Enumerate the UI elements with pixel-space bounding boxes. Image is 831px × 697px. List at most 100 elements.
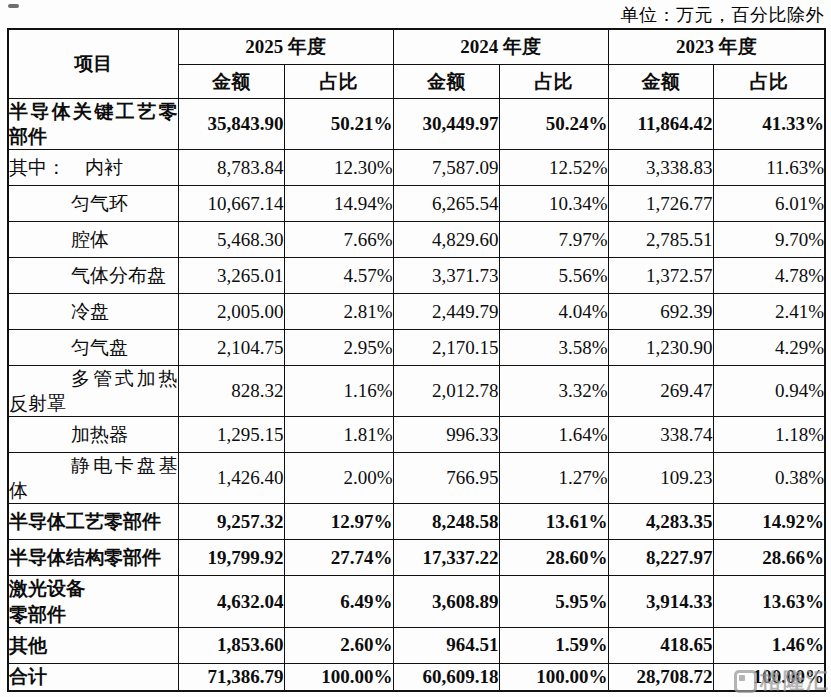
ratio-cell: 0.94%	[713, 366, 825, 417]
table-row: 其中： 内衬8,783.8412.30%7,587.0912.52%3,338.…	[8, 150, 825, 186]
ratio-header-2024: 占比	[499, 65, 608, 99]
table-row: 半导体关键工艺零部件35,843.9050.21%30,449.9750.24%…	[8, 99, 825, 150]
table-row: 多管式加热反射罩828.321.16%2,012.783.32%269.470.…	[8, 366, 825, 417]
amount-cell: 35,843.90	[178, 99, 284, 150]
amount-cell: 6,265.54	[393, 186, 499, 222]
table-row: 腔体5,468.307.66%4,829.607.97%2,785.519.70…	[8, 222, 825, 258]
ratio-cell: 11.63%	[713, 150, 825, 186]
amount-cell: 2,104.75	[178, 330, 284, 366]
ratio-cell: 28.66%	[713, 540, 825, 576]
ratio-cell: 27.74%	[284, 540, 393, 576]
amount-cell: 3,914.33	[608, 576, 713, 627]
ratio-cell: 12.97%	[284, 504, 393, 540]
row-label: 半导体结构零部件	[8, 540, 178, 576]
row-label: 静电卡盘基体	[8, 453, 178, 504]
amount-cell: 1,230.90	[608, 330, 713, 366]
amount-cell: 269.47	[608, 366, 713, 417]
ratio-cell: 13.61%	[499, 504, 608, 540]
ratio-cell: 1.18%	[713, 417, 825, 453]
ratio-cell: 2.41%	[713, 294, 825, 330]
ratio-cell: 12.52%	[499, 150, 608, 186]
table-row: 冷盘2,005.002.81%2,449.794.04%692.392.41%	[8, 294, 825, 330]
table-row: 加热器1,295.151.81%996.331.64%338.741.18%	[8, 417, 825, 453]
amount-cell: 2,012.78	[393, 366, 499, 417]
amount-cell: 338.74	[608, 417, 713, 453]
table-row: 合计71,386.79100.00%60,609.18100.00%28,708…	[8, 663, 825, 691]
ratio-cell: 9.70%	[713, 222, 825, 258]
amount-cell: 1,853.60	[178, 627, 284, 663]
row-label: 半导体工艺零部件	[8, 504, 178, 540]
amount-cell: 3,608.89	[393, 576, 499, 627]
ratio-cell: 4.29%	[713, 330, 825, 366]
amount-cell: 996.33	[393, 417, 499, 453]
row-label: 其他	[8, 627, 178, 663]
row-label: 合计	[8, 663, 178, 691]
ratio-cell: 4.04%	[499, 294, 608, 330]
amount-cell: 60,609.18	[393, 663, 499, 691]
year-header-2025: 2025 年度	[178, 29, 393, 65]
row-label: 半导体关键工艺零部件	[8, 99, 178, 150]
amount-cell: 11,864.42	[608, 99, 713, 150]
row-label: 冷盘	[8, 294, 178, 330]
ratio-header-2025: 占比	[284, 65, 393, 99]
ratio-cell: 2.81%	[284, 294, 393, 330]
amount-cell: 1,726.77	[608, 186, 713, 222]
amount-cell: 10,667.14	[178, 186, 284, 222]
ratio-cell: 0.38%	[713, 453, 825, 504]
amount-cell: 19,799.92	[178, 540, 284, 576]
amount-cell: 2,170.15	[393, 330, 499, 366]
ratio-cell: 50.21%	[284, 99, 393, 150]
ratio-cell: 28.60%	[499, 540, 608, 576]
table-header: 项目 2025 年度 2024 年度 2023 年度 金额 占比 金额 占比 金…	[8, 29, 825, 99]
amount-cell: 4,283.35	[608, 504, 713, 540]
table-row: 半导体工艺零部件9,257.3212.97%8,248.5813.61%4,28…	[8, 504, 825, 540]
amount-cell: 2,449.79	[393, 294, 499, 330]
ratio-cell: 1.59%	[499, 627, 608, 663]
amount-cell: 109.23	[608, 453, 713, 504]
table-row: 半导体结构零部件19,799.9227.74%17,337.2228.60%8,…	[8, 540, 825, 576]
ratio-cell: 4.78%	[713, 258, 825, 294]
ratio-cell: 12.30%	[284, 150, 393, 186]
ratio-cell: 2.60%	[284, 627, 393, 663]
table-row: 气体分布盘3,265.014.57%3,371.735.56%1,372.574…	[8, 258, 825, 294]
unit-note: 单位：万元，百分比除外	[621, 3, 825, 27]
amount-cell: 1,426.40	[178, 453, 284, 504]
table-row: 激光设备 零部件4,632.046.49%3,608.895.95%3,914.…	[8, 576, 825, 627]
amount-cell: 8,783.84	[178, 150, 284, 186]
ratio-cell: 5.56%	[499, 258, 608, 294]
row-label: 匀气环	[8, 186, 178, 222]
ratio-cell: 7.66%	[284, 222, 393, 258]
ratio-cell: 7.97%	[499, 222, 608, 258]
ratio-cell: 6.01%	[713, 186, 825, 222]
ratio-cell: 14.94%	[284, 186, 393, 222]
ratio-cell: 1.81%	[284, 417, 393, 453]
ratio-cell: 13.63%	[713, 576, 825, 627]
ratio-cell: 1.16%	[284, 366, 393, 417]
amount-cell: 766.95	[393, 453, 499, 504]
ratio-cell: 6.49%	[284, 576, 393, 627]
amount-cell: 964.51	[393, 627, 499, 663]
amount-cell: 1,372.57	[608, 258, 713, 294]
amount-cell: 1,295.15	[178, 417, 284, 453]
ratio-cell: 5.95%	[499, 576, 608, 627]
row-label: 其中： 内衬	[8, 150, 178, 186]
ratio-cell: 3.32%	[499, 366, 608, 417]
row-label: 匀气盘	[8, 330, 178, 366]
row-label: 气体分布盘	[8, 258, 178, 294]
amount-cell: 7,587.09	[393, 150, 499, 186]
amount-cell: 3,338.83	[608, 150, 713, 186]
amount-header-2023: 金额	[608, 65, 713, 99]
ratio-cell: 14.92%	[713, 504, 825, 540]
ratio-cell: 100.00%	[499, 663, 608, 691]
ratio-cell: 1.64%	[499, 417, 608, 453]
ratio-cell: 2.00%	[284, 453, 393, 504]
ratio-cell: 1.27%	[499, 453, 608, 504]
row-label: 多管式加热反射罩	[8, 366, 178, 417]
row-label: 激光设备 零部件	[8, 576, 178, 627]
ratio-cell: 41.33%	[713, 99, 825, 150]
ratio-cell: 100.00%	[713, 663, 825, 691]
ratio-cell: 3.58%	[499, 330, 608, 366]
year-header-2023: 2023 年度	[608, 29, 825, 65]
ratio-cell: 50.24%	[499, 99, 608, 150]
table-row: 匀气盘2,104.752.95%2,170.153.58%1,230.904.2…	[8, 330, 825, 366]
